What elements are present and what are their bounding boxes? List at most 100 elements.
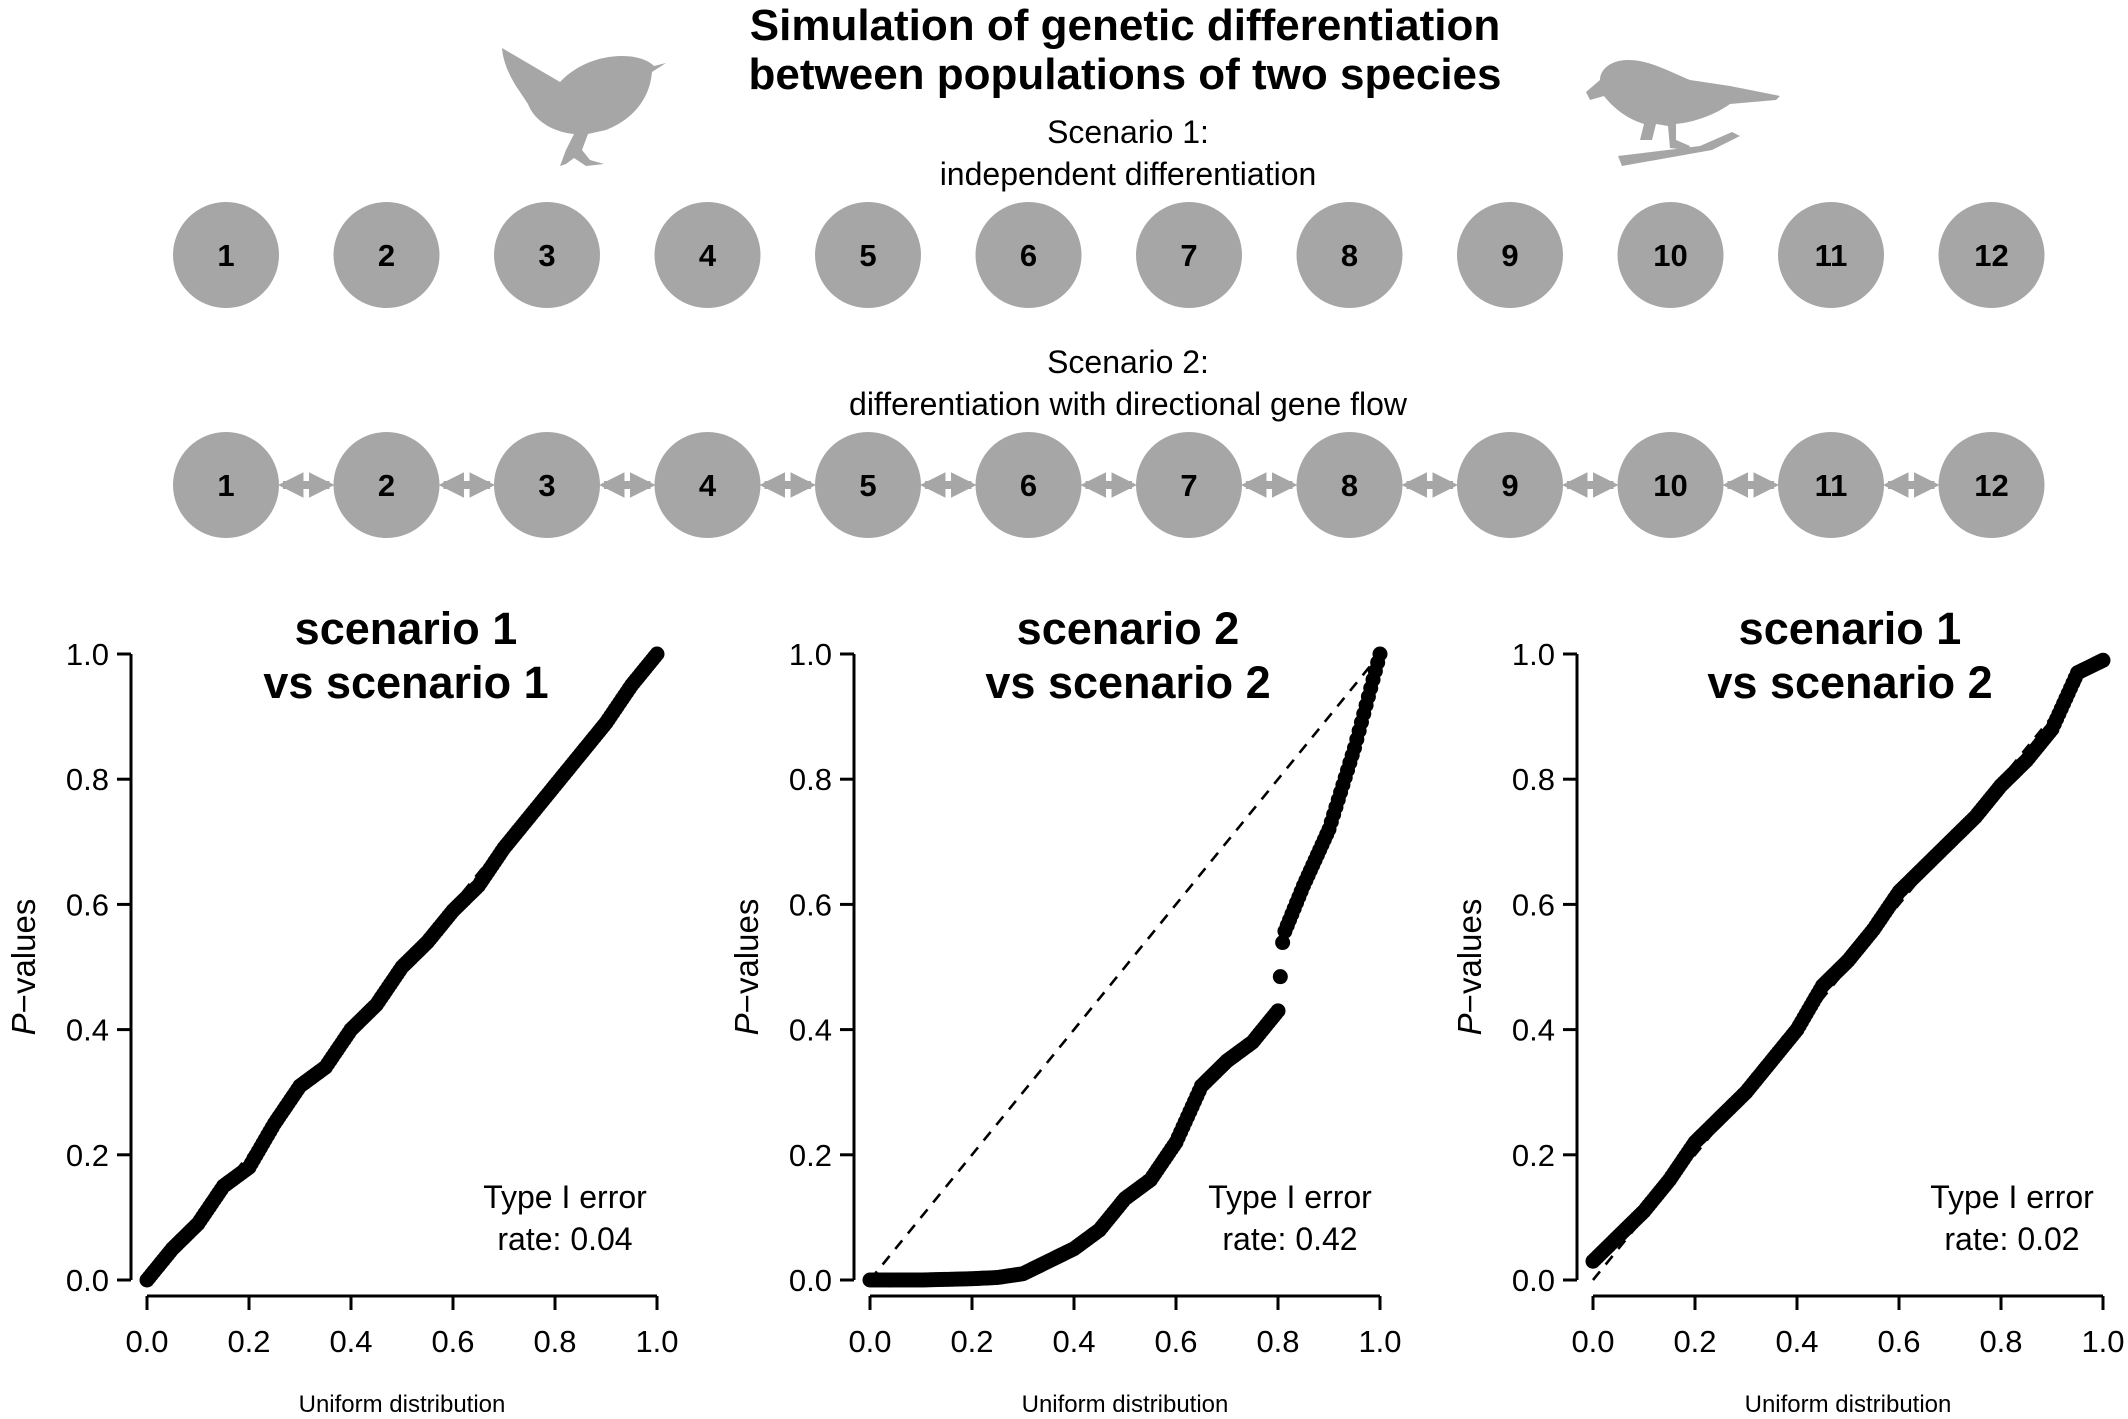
y-tick-label: 0.6: [66, 887, 109, 922]
panel-1-annotation-line-1: Type I error: [483, 1179, 647, 1215]
perched-bird-icon: [1586, 60, 1780, 166]
y-tick-label: 1.0: [789, 637, 832, 672]
scenario2-population-node: [975, 432, 1082, 538]
y-tick-label: 0.0: [789, 1263, 832, 1298]
scenario2-population-label: 6: [1020, 468, 1037, 503]
x-tick-label: 0.2: [1673, 1324, 1716, 1359]
scenario2-population-node: [1617, 432, 1724, 538]
y-tick-label: 0.2: [66, 1138, 109, 1173]
scenario2-population-label: 7: [1180, 468, 1197, 503]
scenario1-population-node: [1296, 202, 1403, 308]
data-point: [649, 646, 665, 662]
scenario1-population-node: [975, 202, 1082, 308]
scenario2-population-node: [1778, 432, 1884, 538]
scenario1-population-label: 7: [1180, 238, 1197, 273]
y-tick-label: 0.2: [1512, 1138, 1555, 1173]
wren-bird-icon: [502, 48, 666, 166]
scenario1-population-label: 5: [859, 238, 876, 273]
scenario2-population-label: 8: [1341, 468, 1358, 503]
y-tick-label: 0.8: [789, 762, 832, 797]
scenario2-population-label: 12: [1974, 468, 2008, 503]
scenario1-population-label: 11: [1815, 238, 1848, 273]
scenario2-population-label: 1: [217, 468, 234, 503]
scenario1-population-node: [1617, 202, 1724, 308]
scenario1-population-label: 8: [1341, 238, 1358, 273]
scenario1-population-node: [173, 202, 279, 308]
scenario1-population-node: [1457, 202, 1563, 308]
panel-2-title-line-2: vs scenario 2: [985, 657, 1270, 708]
scenario1-population-node: [1938, 202, 2045, 308]
x-tick-label: 0.2: [227, 1324, 270, 1359]
panel-2-annotation-line-2: rate: 0.42: [1222, 1221, 1357, 1257]
x-tick-label: 0.0: [125, 1324, 168, 1359]
panel-1-title-line-1: scenario 1: [295, 603, 518, 654]
y-tick-label: 1.0: [1512, 637, 1555, 672]
y-tick-label: 0.4: [789, 1013, 832, 1048]
y-tick-label: 0.8: [66, 762, 109, 797]
scenario2-population-node: [173, 432, 279, 538]
scenario1-population-node: [815, 202, 921, 308]
scenario1-population-label: 10: [1653, 238, 1687, 273]
y-tick-label: 0.4: [66, 1013, 109, 1048]
data-point: [1275, 935, 1291, 951]
scenario2-population-node: [333, 432, 440, 538]
panel-3-annotation-line-1: Type I error: [1930, 1179, 2094, 1215]
y-axis-title: P−values: [1451, 899, 1488, 1036]
scenario1-population-label: 6: [1020, 238, 1037, 273]
x-tick-label: 1.0: [1358, 1324, 1401, 1359]
y-tick-label: 0.0: [1512, 1263, 1555, 1298]
scenario2-population-node: [1296, 432, 1403, 538]
y-axis-title: P−values: [5, 899, 42, 1036]
y-tick-label: 0.6: [1512, 887, 1555, 922]
scenario1-population-node: [333, 202, 440, 308]
scenario-1-label-line-2: independent differentiation: [940, 156, 1317, 192]
scenario2-population-label: 4: [699, 468, 717, 503]
scenario-1-label-line-1: Scenario 1:: [1047, 114, 1209, 150]
scenario-2-population-row: 1 2 3 4 5 6 7 8 9 10 11 12: [173, 432, 2045, 538]
scenario-2-label-line-1: Scenario 2:: [1047, 344, 1209, 380]
scenario1-population-label: 2: [378, 238, 395, 273]
y-tick-label: 1.0: [66, 637, 109, 672]
qq-panel-scenario2-vs-scenario2: scenario 2 vs scenario 2 Type I error ra…: [728, 603, 1402, 1418]
y-tick-label: 0.2: [789, 1138, 832, 1173]
reference-line-y-equals-x: [868, 653, 1382, 1281]
x-tick-label: 0.8: [533, 1324, 576, 1359]
scenario1-population-node: [494, 202, 600, 308]
panel-2-annotation-line-1: Type I error: [1208, 1179, 1372, 1215]
scenario1-population-label: 1: [217, 238, 234, 273]
panel-1-title-line-2: vs scenario 1: [263, 657, 548, 708]
data-point: [2095, 652, 2111, 668]
scenario-1-population-row: 1 2 3 4 5 6 7 8 9 10 11 12: [173, 202, 2045, 308]
data-point: [1270, 1003, 1286, 1019]
y-tick-label: 0.8: [1512, 762, 1555, 797]
x-tick-label: 0.8: [1979, 1324, 2022, 1359]
data-point: [1372, 646, 1388, 662]
scenario1-population-label: 9: [1501, 238, 1518, 273]
scenario2-population-node: [494, 432, 600, 538]
scenario1-population-node: [1778, 202, 1884, 308]
scenario2-population-label: 11: [1815, 468, 1848, 503]
x-tick-label: 0.6: [1877, 1324, 1920, 1359]
y-tick-label: 0.0: [66, 1263, 109, 1298]
x-tick-label: 0.0: [1571, 1324, 1614, 1359]
panel-2-title-line-1: scenario 2: [1017, 603, 1240, 654]
y-axis-title: P−values: [728, 899, 765, 1036]
scenario2-population-node: [815, 432, 921, 538]
scenario2-population-node: [1457, 432, 1563, 538]
x-tick-label: 0.6: [1154, 1324, 1197, 1359]
x-axis-title: Uniform distribution: [1022, 1391, 1229, 1418]
x-tick-label: 0.4: [1775, 1324, 1818, 1359]
qq-panel-scenario1-vs-scenario2: scenario 1 vs scenario 2 Type I error ra…: [1451, 603, 2125, 1418]
x-tick-label: 0.4: [329, 1324, 372, 1359]
scenario2-population-node: [654, 432, 761, 538]
scenario2-population-label: 9: [1501, 468, 1518, 503]
x-axis-title: Uniform distribution: [1745, 1391, 1952, 1418]
panel-3-title-line-2: vs scenario 2: [1707, 657, 1992, 708]
scenario1-population-label: 3: [538, 238, 555, 273]
figure-title-line-1: Simulation of genetic differentiation: [750, 1, 1500, 50]
scenario2-population-label: 10: [1653, 468, 1687, 503]
y-tick-label: 0.4: [1512, 1013, 1555, 1048]
x-axis-title: Uniform distribution: [299, 1391, 506, 1418]
qq-panel-scenario1-vs-scenario1: scenario 1 vs scenario 1 Type I error ra…: [5, 603, 679, 1418]
